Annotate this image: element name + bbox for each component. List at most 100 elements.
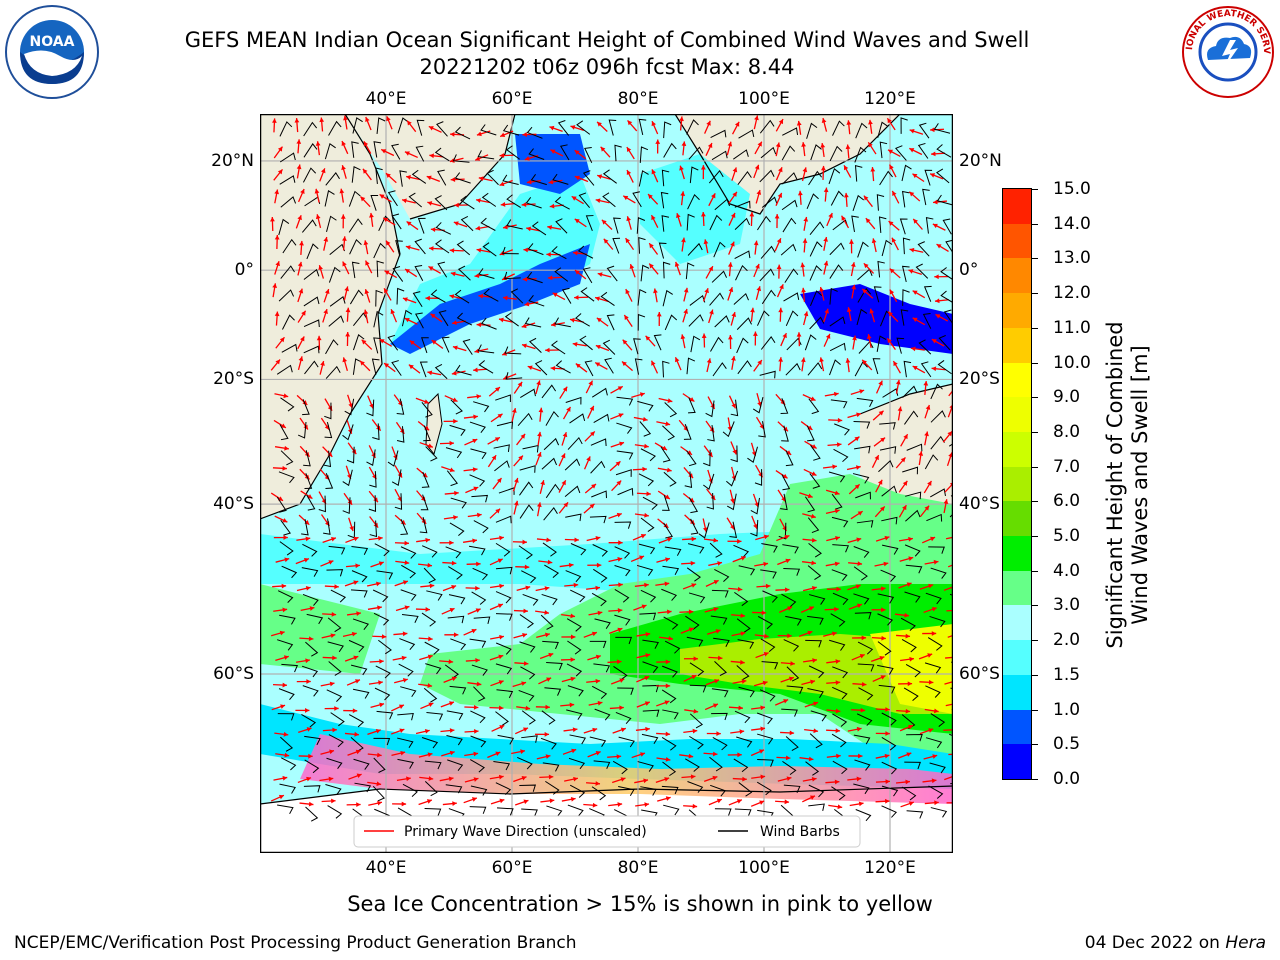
wind-barb — [829, 359, 841, 376]
wind-barb — [303, 450, 311, 467]
wind-barb — [304, 360, 319, 375]
wind-barb — [639, 612, 657, 621]
wave-arrow-head — [701, 212, 706, 217]
wave-arrow-head — [566, 406, 571, 412]
wind-barb — [663, 121, 672, 139]
wind-barb — [877, 121, 889, 138]
wave-arrow-head — [737, 538, 742, 544]
wave-arrow-head — [375, 729, 381, 734]
wave-arrow-head — [732, 167, 738, 173]
wave-arrow-head — [740, 556, 746, 561]
wave-arrow-head — [404, 540, 409, 546]
wave-arrow-head — [878, 380, 883, 386]
wave-arrow-head — [786, 776, 792, 782]
wind-barb — [462, 339, 473, 355]
wave-arrow-head — [449, 607, 455, 613]
wave-arrow-head — [299, 240, 304, 246]
wind-barb — [710, 336, 724, 352]
wind-barb — [371, 358, 380, 375]
colorbar — [1002, 188, 1032, 780]
wind-barb — [576, 120, 591, 135]
wave-arrow-head — [595, 585, 601, 591]
wind-barb — [876, 335, 887, 352]
wind-barb — [591, 592, 607, 607]
wave-arrow-head — [551, 322, 556, 327]
wind-barb — [711, 688, 729, 698]
wind-barb — [569, 784, 586, 798]
colorbar-tick — [1032, 327, 1038, 329]
wave-arrow-head — [546, 537, 551, 543]
wind-barb — [663, 804, 680, 816]
wave-arrow-head — [454, 202, 459, 208]
wave-arrow-head — [715, 629, 721, 634]
wind-barb — [925, 685, 941, 698]
wave-arrow-head — [740, 631, 746, 637]
colorbar-tick — [1032, 709, 1038, 711]
wind-barb — [477, 344, 495, 354]
wave-arrow-head — [424, 399, 430, 404]
wind-barb — [661, 689, 677, 704]
wave-arrow-head — [354, 731, 359, 737]
colorbar-segment — [1003, 223, 1031, 259]
wave-arrow-head — [728, 287, 734, 293]
wind-barb — [854, 164, 863, 182]
wave-arrow-head — [835, 659, 841, 664]
wave-arrow-head — [739, 729, 745, 735]
wave-arrow-head — [711, 193, 716, 199]
wind-barb — [637, 313, 646, 331]
wave-arrow-head — [476, 198, 481, 203]
wind-barb — [445, 447, 463, 459]
wave-arrow-head — [907, 681, 913, 687]
wave-arrow-head — [525, 585, 531, 591]
wind-barb — [470, 759, 485, 773]
wind-barb — [733, 758, 749, 773]
wind-barb — [782, 544, 799, 554]
wind-barb — [925, 592, 942, 605]
wave-arrow-head — [280, 423, 286, 428]
wind-barb — [752, 397, 764, 414]
wind-barb — [421, 545, 438, 558]
wave-arrow-head — [887, 118, 892, 124]
wave-arrow-head — [406, 776, 411, 782]
wave-arrow-head — [453, 418, 458, 424]
wave-arrow-head — [680, 191, 686, 196]
wind-barb — [280, 397, 295, 412]
wave-arrow-head — [923, 381, 929, 386]
wind-barb — [449, 522, 465, 536]
wind-barb — [760, 245, 776, 259]
wave-arrow-head — [331, 798, 336, 804]
wind-barb — [854, 759, 871, 771]
wind-barb — [686, 636, 704, 647]
wave-arrow-head — [305, 586, 311, 591]
wind-barb — [783, 784, 801, 794]
wind-barb — [486, 169, 499, 186]
wave-arrow-head — [545, 347, 550, 353]
wind-barb — [662, 761, 677, 777]
wind-barb — [829, 342, 846, 352]
wave-arrow-head — [727, 426, 733, 432]
wind-barb — [504, 346, 522, 355]
wind-barb — [664, 546, 682, 556]
wave-arrow-head — [824, 308, 829, 314]
wave-arrow-head — [618, 582, 623, 588]
wind-barb — [664, 640, 681, 654]
wind-barb — [829, 639, 846, 651]
wind-barb — [756, 781, 772, 796]
wind-barb — [325, 365, 341, 379]
wave-arrow-head — [494, 437, 500, 442]
wave-arrow-head — [426, 175, 432, 181]
wind-barb — [346, 446, 355, 464]
wind-barb — [540, 614, 554, 630]
wave-arrow-head — [788, 676, 794, 682]
wave-arrow-head — [428, 776, 434, 781]
wave-arrow-head — [356, 802, 361, 808]
wind-barb — [323, 518, 331, 535]
wave-arrow-head — [823, 237, 828, 242]
wind-barb — [306, 494, 316, 511]
wind-barb — [602, 339, 616, 355]
colorbar-tick — [1032, 293, 1038, 295]
wind-barb — [449, 685, 467, 695]
wave-arrow-head — [909, 191, 915, 197]
wave-arrow-head — [845, 358, 851, 363]
wind-barb — [661, 737, 677, 751]
